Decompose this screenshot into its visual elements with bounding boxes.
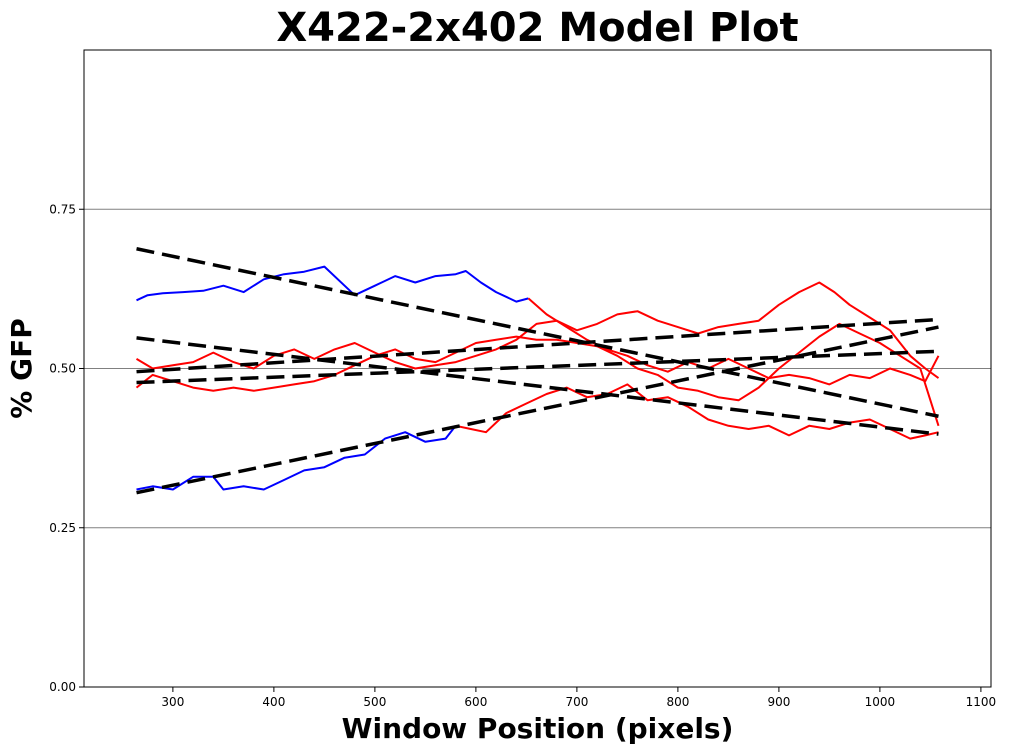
series-3-segment-1 [135,281,940,379]
x-tick-label: 700 [565,695,588,709]
fit-line-3 [136,336,939,436]
x-tick-label: 400 [262,695,285,709]
y-axis: 0.00 0.25 0.50 0.75 [49,202,84,694]
x-tick-label: 1100 [966,695,997,709]
y-axis-label: % GFP [5,318,38,418]
x-tick-label: 300 [161,695,184,709]
chart-title: X422-2x402 Model Plot [276,5,799,51]
x-axis-label: Window Position (pixels) [342,712,734,745]
series-4-segment-1 [135,322,940,427]
x-tick-label: 600 [464,695,487,709]
fit-line-4 [136,317,939,374]
fit-line-2 [136,325,939,495]
x-tick-label: 800 [666,695,689,709]
y-tick-label: 0.75 [49,202,76,216]
fit-lines-layer [136,247,939,495]
series-2-segment-2 [455,383,939,440]
fit-line-5 [136,349,939,385]
x-tick-label: 1000 [865,695,896,709]
series-layer [135,265,940,491]
series-1-segment-1 [136,265,529,303]
series-2 [136,383,939,491]
y-tick-label: 0.25 [49,521,76,535]
series-2-segment-1 [136,425,457,491]
x-tick-label: 500 [363,695,386,709]
x-axis: 300 400 500 600 700 800 900 1000 1100 [161,687,996,709]
fit-line-1 [136,247,939,418]
series-3 [135,281,940,379]
y-tick-label: 0.50 [49,362,76,376]
series-4 [135,322,940,427]
x-tick-label: 900 [767,695,790,709]
y-tick-label: 0.00 [49,680,76,694]
